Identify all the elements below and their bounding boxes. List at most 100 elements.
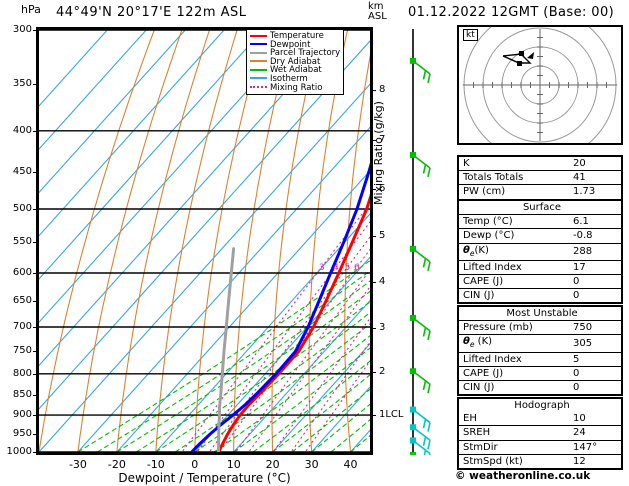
height-tick-label: 4 bbox=[379, 276, 386, 288]
isotherm-lines bbox=[39, 30, 370, 452]
hodograph-stats-table: EH 10 SREH 24 StmDir 147° StmSpd (kt) 12 bbox=[459, 412, 621, 468]
most-unstable-panel: Most Unstable Pressure (mb) 750 θe (K) 305 L… bbox=[457, 305, 623, 397]
legend-swatch bbox=[250, 77, 267, 80]
height-unit-line2: ASL bbox=[368, 11, 387, 22]
mixing-ratio-lines bbox=[181, 202, 370, 452]
legend-item-label: Dry Adiabat bbox=[250, 57, 340, 67]
pressure-tick-label: 950 bbox=[12, 428, 32, 440]
stat-row: θe (K) 305 bbox=[459, 334, 621, 353]
stat-value: 10 bbox=[573, 412, 621, 427]
pressure-tick-label: 450 bbox=[12, 166, 32, 178]
pressure-tick-label: 500 bbox=[12, 203, 32, 215]
stat-label: CIN (J) bbox=[463, 290, 495, 302]
legend-item-label: Parcel Trajectory bbox=[250, 49, 340, 58]
temperature-tick-label: 10 bbox=[226, 458, 241, 471]
wind-barb-column bbox=[400, 27, 456, 478]
legend-item: Isotherm bbox=[250, 75, 340, 84]
stat-label: Pressure (mb) bbox=[459, 321, 573, 336]
legend-item-label: Mixing Ratio bbox=[250, 83, 340, 93]
stat-row: EH 10 bbox=[459, 412, 621, 427]
svg-text:6: 6 bbox=[354, 263, 360, 273]
wind-barb bbox=[410, 245, 431, 272]
wet-adiabat-lines bbox=[77, 259, 370, 452]
pressure-tick-label: 900 bbox=[12, 409, 32, 421]
height-unit-line1: km bbox=[368, 1, 384, 12]
stat-row: Totals Totals 41 bbox=[459, 170, 621, 186]
pressure-tick-label: 650 bbox=[12, 295, 32, 306]
legend-swatch bbox=[250, 60, 267, 63]
legend: Temperature Dewpoint Parcel Trajectory Dry … bbox=[246, 29, 345, 96]
wind-barb bbox=[410, 151, 431, 178]
pressure-tick bbox=[33, 351, 39, 353]
pressure-tick bbox=[33, 130, 39, 132]
height-tick bbox=[370, 236, 376, 238]
legend-swatch bbox=[250, 51, 267, 54]
stat-label: Totals Totals bbox=[459, 170, 573, 186]
dry-adiabat-lines bbox=[39, 30, 370, 452]
copyright-notice: © weatheronline.co.uk bbox=[455, 470, 591, 482]
pressure-unit-label: hPa bbox=[21, 3, 41, 16]
hodograph-stats-heading: Hodograph bbox=[514, 400, 570, 411]
height-tick-label: 2 bbox=[379, 365, 386, 377]
stat-value: 0 bbox=[573, 366, 621, 382]
stat-value: 750 bbox=[573, 321, 621, 336]
stat-value: 24 bbox=[573, 425, 621, 441]
pressure-tick bbox=[33, 272, 39, 274]
surface-heading-row: Surface bbox=[459, 201, 621, 216]
legend-swatch bbox=[250, 68, 267, 71]
hodograph-svg bbox=[463, 8, 617, 162]
height-tick-label: 3 bbox=[379, 321, 386, 333]
stat-label: Dewp (°C) bbox=[459, 228, 573, 244]
pressure-tick-label: 700 bbox=[12, 320, 32, 332]
stat-row: StmSpd (kt) 12 bbox=[459, 454, 621, 468]
pressure-tick bbox=[33, 452, 39, 453]
stat-row: Temp (°C) 6.1 bbox=[459, 215, 621, 230]
legend-item: Dewpoint bbox=[250, 40, 340, 50]
height-tick-label: 5 bbox=[379, 230, 386, 242]
legend-item-label: Temperature bbox=[250, 32, 340, 41]
pressure-tick-label: 750 bbox=[12, 345, 32, 357]
temperature-tick-label: -30 bbox=[68, 458, 87, 471]
stat-label: K bbox=[459, 157, 573, 172]
svg-text:3: 3 bbox=[319, 263, 325, 273]
legend-table: Temperature Dewpoint Parcel Trajectory Dry … bbox=[250, 32, 340, 92]
surface-heading: Surface bbox=[459, 201, 621, 216]
mixing-ratio-axis-title: Mixing Ratio (g/kg) bbox=[372, 101, 385, 205]
stat-row: StmDir 147° bbox=[459, 440, 621, 455]
stat-row: Dewp (°C) -0.8 bbox=[459, 228, 621, 244]
most-unstable-heading-table: Most Unstable bbox=[459, 307, 621, 322]
stat-value: 0 bbox=[573, 274, 621, 290]
legend-label-text: Wet Adiabat bbox=[270, 65, 322, 76]
legend-item: Wet Adiabat bbox=[250, 66, 340, 75]
pressure-tick bbox=[33, 326, 39, 328]
legend-label-text: Isotherm bbox=[270, 73, 308, 84]
pressure-tick-label: 550 bbox=[12, 236, 32, 248]
pressure-tick bbox=[33, 415, 39, 417]
legend-item-label: Wet Adiabat bbox=[250, 66, 340, 75]
stat-value: 20 bbox=[573, 157, 621, 172]
pressure-tick-label: 1000 bbox=[6, 446, 32, 457]
pressure-tick bbox=[33, 301, 39, 302]
temperature-tick-label: 0 bbox=[191, 458, 199, 471]
height-tick bbox=[370, 188, 376, 190]
height-tick bbox=[370, 371, 376, 373]
stat-label: Lifted Index bbox=[459, 352, 573, 367]
stat-row: θe(K) 288 bbox=[459, 243, 621, 261]
pressure-tick bbox=[33, 373, 39, 375]
datetime-title: 01.12.2022 12GMT (Base: 00) bbox=[408, 5, 615, 20]
stat-value: 41 bbox=[573, 170, 621, 186]
stat-row: CIN (J) 0 bbox=[459, 381, 621, 395]
legend-label-text: Parcel Trajectory bbox=[270, 48, 341, 59]
pressure-tick bbox=[33, 395, 39, 397]
svg-text:4: 4 bbox=[333, 263, 339, 273]
height-tick bbox=[370, 89, 376, 91]
stat-label: SREH bbox=[459, 425, 573, 441]
stat-value: -0.8 bbox=[573, 228, 621, 244]
stat-label: CIN (J) bbox=[463, 382, 495, 394]
pressure-tick bbox=[33, 172, 39, 174]
legend-item: Dry Adiabat bbox=[250, 57, 340, 67]
stat-row: SREH 24 bbox=[459, 425, 621, 441]
height-tick bbox=[370, 140, 376, 141]
